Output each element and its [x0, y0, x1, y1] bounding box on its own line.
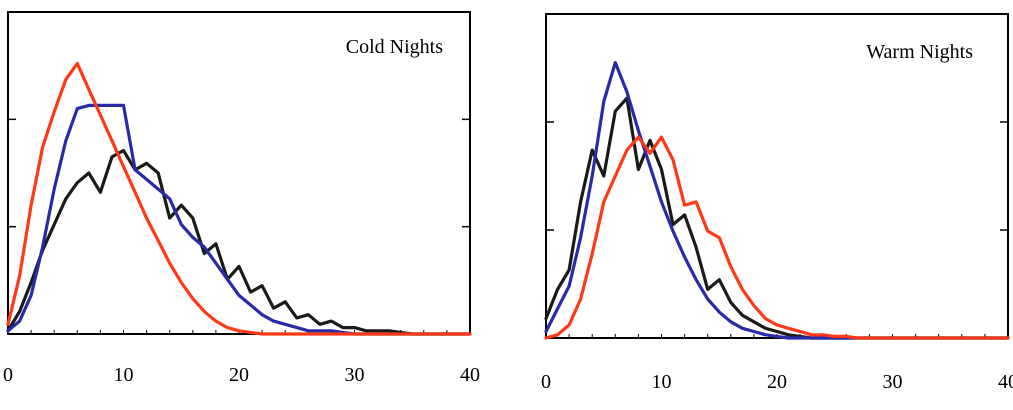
- x-tick-label: 40: [460, 364, 480, 386]
- panel-cold-nights: Cold Nights 0 10 20 30 40: [3, 11, 480, 386]
- x-tick-label: 0: [541, 371, 551, 393]
- panel-title: Cold Nights: [346, 36, 443, 58]
- x-tick-label: 10: [652, 371, 672, 393]
- panel-title: Warm Nights: [866, 41, 973, 63]
- x-tick-label: 30: [345, 364, 365, 386]
- plot-frame: [7, 11, 471, 335]
- x-tick-label: 10: [114, 364, 134, 386]
- series-line-1: [544, 96, 1010, 340]
- series-line-1: [6, 148, 472, 336]
- panel-warm-nights: Warm Nights 0 10 20 30 40: [541, 13, 1013, 393]
- x-tick-label: 20: [767, 371, 787, 393]
- x-tick-label: 30: [883, 371, 903, 393]
- x-tick-label: 20: [229, 364, 249, 386]
- series-line-2: [6, 103, 472, 336]
- x-tick-label: 0: [3, 364, 13, 386]
- x-tick-label: 40: [998, 371, 1013, 393]
- series-line-2: [544, 60, 1010, 340]
- series-line-3: [6, 61, 472, 336]
- series-line-3: [544, 135, 1010, 340]
